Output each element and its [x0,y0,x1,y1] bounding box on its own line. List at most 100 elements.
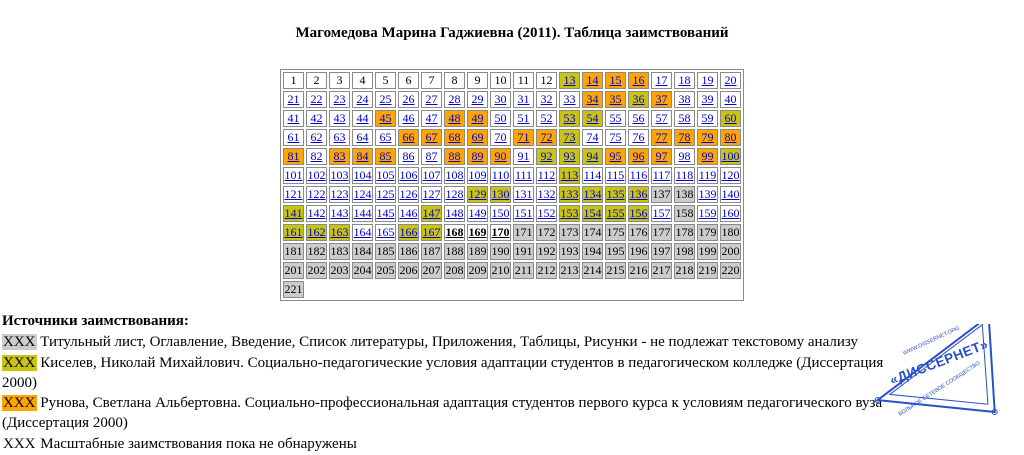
page-link-170[interactable]: 170 [491,225,510,239]
page-link-123[interactable]: 123 [330,187,349,201]
page-cell-55[interactable]: 55 [605,110,626,127]
page-cell-149[interactable]: 149 [467,205,488,222]
page-link-154[interactable]: 154 [583,206,602,220]
page-link-67[interactable]: 67 [425,130,438,144]
page-cell-79[interactable]: 79 [697,129,718,146]
page-cell-159[interactable]: 159 [697,205,718,222]
page-link-15[interactable]: 15 [609,73,622,87]
page-cell-126[interactable]: 126 [398,186,419,203]
page-cell-108[interactable]: 108 [444,167,465,184]
page-link-70[interactable]: 70 [494,130,507,144]
page-link-59[interactable]: 59 [701,111,714,125]
page-link-17[interactable]: 17 [655,73,668,87]
page-link-26[interactable]: 26 [402,92,415,106]
page-cell-76[interactable]: 76 [628,129,649,146]
page-link-102[interactable]: 102 [307,168,326,182]
page-cell-28[interactable]: 28 [444,91,465,108]
page-link-134[interactable]: 134 [583,187,602,201]
page-link-42[interactable]: 42 [310,111,323,125]
page-cell-121[interactable]: 121 [283,186,304,203]
page-cell-26[interactable]: 26 [398,91,419,108]
page-link-93[interactable]: 93 [563,149,576,163]
page-link-91[interactable]: 91 [517,149,530,163]
page-cell-50[interactable]: 50 [490,110,511,127]
page-cell-31[interactable]: 31 [513,91,534,108]
page-link-90[interactable]: 90 [494,149,507,163]
page-link-105[interactable]: 105 [376,168,395,182]
page-cell-146[interactable]: 146 [398,205,419,222]
page-link-83[interactable]: 83 [333,149,346,163]
page-link-113[interactable]: 113 [560,168,579,182]
page-cell-38[interactable]: 38 [674,91,695,108]
page-cell-46[interactable]: 46 [398,110,419,127]
page-link-38[interactable]: 38 [678,92,691,106]
page-link-49[interactable]: 49 [471,111,484,125]
page-cell-141[interactable]: 141 [283,205,304,222]
page-cell-168[interactable]: 168 [444,224,465,241]
page-cell-148[interactable]: 148 [444,205,465,222]
page-link-72[interactable]: 72 [540,130,553,144]
page-link-165[interactable]: 165 [376,225,395,239]
page-cell-30[interactable]: 30 [490,91,511,108]
page-cell-110[interactable]: 110 [490,167,511,184]
page-cell-106[interactable]: 106 [398,167,419,184]
page-cell-114[interactable]: 114 [582,167,603,184]
page-cell-161[interactable]: 161 [283,224,304,241]
page-cell-152[interactable]: 152 [536,205,557,222]
page-cell-51[interactable]: 51 [513,110,534,127]
page-link-57[interactable]: 57 [655,111,668,125]
page-cell-128[interactable]: 128 [444,186,465,203]
page-link-78[interactable]: 78 [678,130,691,144]
page-link-36[interactable]: 36 [632,92,645,106]
page-cell-86[interactable]: 86 [398,148,419,165]
page-cell-80[interactable]: 80 [720,129,741,146]
page-cell-100[interactable]: 100 [720,148,741,165]
page-cell-155[interactable]: 155 [605,205,626,222]
page-cell-143[interactable]: 143 [329,205,350,222]
page-link-81[interactable]: 81 [287,149,300,163]
page-cell-166[interactable]: 166 [398,224,419,241]
page-link-146[interactable]: 146 [399,206,418,220]
page-link-119[interactable]: 119 [698,168,717,182]
page-link-27[interactable]: 27 [425,92,438,106]
page-link-86[interactable]: 86 [402,149,415,163]
page-cell-47[interactable]: 47 [421,110,442,127]
page-cell-151[interactable]: 151 [513,205,534,222]
page-cell-94[interactable]: 94 [582,148,603,165]
page-link-130[interactable]: 130 [491,187,510,201]
page-link-16[interactable]: 16 [632,73,645,87]
page-cell-103[interactable]: 103 [329,167,350,184]
page-cell-131[interactable]: 131 [513,186,534,203]
page-link-74[interactable]: 74 [586,130,599,144]
page-link-129[interactable]: 129 [468,187,487,201]
page-cell-116[interactable]: 116 [628,167,649,184]
page-link-117[interactable]: 117 [652,168,671,182]
page-link-143[interactable]: 143 [330,206,349,220]
page-link-39[interactable]: 39 [701,92,714,106]
page-link-103[interactable]: 103 [330,168,349,182]
page-cell-153[interactable]: 153 [559,205,580,222]
page-link-28[interactable]: 28 [448,92,461,106]
page-cell-122[interactable]: 122 [306,186,327,203]
page-link-148[interactable]: 148 [445,206,464,220]
page-cell-118[interactable]: 118 [674,167,695,184]
page-link-29[interactable]: 29 [471,92,484,106]
page-cell-89[interactable]: 89 [467,148,488,165]
page-cell-144[interactable]: 144 [352,205,373,222]
page-link-33[interactable]: 33 [563,92,576,106]
page-link-112[interactable]: 112 [537,168,556,182]
page-cell-101[interactable]: 101 [283,167,304,184]
page-link-121[interactable]: 121 [284,187,303,201]
page-link-114[interactable]: 114 [583,168,602,182]
page-link-80[interactable]: 80 [724,130,737,144]
page-cell-136[interactable]: 136 [628,186,649,203]
page-cell-15[interactable]: 15 [605,72,626,89]
page-link-71[interactable]: 71 [517,130,530,144]
page-cell-124[interactable]: 124 [352,186,373,203]
page-cell-104[interactable]: 104 [352,167,373,184]
page-cell-66[interactable]: 66 [398,129,419,146]
page-link-145[interactable]: 145 [376,206,395,220]
page-link-95[interactable]: 95 [609,149,622,163]
page-cell-34[interactable]: 34 [582,91,603,108]
page-cell-61[interactable]: 61 [283,129,304,146]
